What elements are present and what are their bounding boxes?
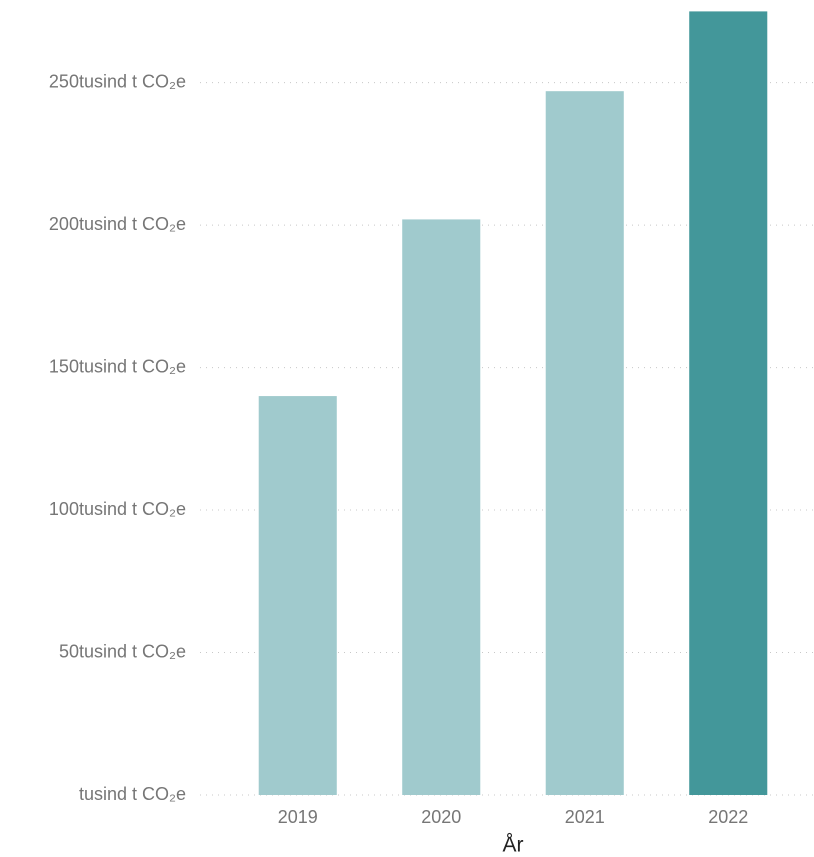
x-tick-label: 2021 [565, 807, 605, 827]
y-tick-label: 150tusind t CO₂e [49, 356, 186, 376]
y-tick-label: 50tusind t CO₂e [59, 641, 186, 661]
bar [689, 11, 768, 796]
bar [258, 396, 337, 795]
x-axis-title: År [503, 834, 524, 857]
y-tick-label: 100tusind t CO₂e [49, 499, 186, 519]
y-tick-label: 250tusind t CO₂e [49, 71, 186, 91]
x-tick-label: 2019 [278, 807, 318, 827]
bar [545, 91, 624, 795]
x-tick-label: 2022 [708, 807, 748, 827]
x-tick-label: 2020 [421, 807, 461, 827]
bar [402, 219, 481, 796]
y-tick-label: tusind t CO₂e [79, 784, 186, 804]
y-tick-label: 200tusind t CO₂e [49, 214, 186, 234]
